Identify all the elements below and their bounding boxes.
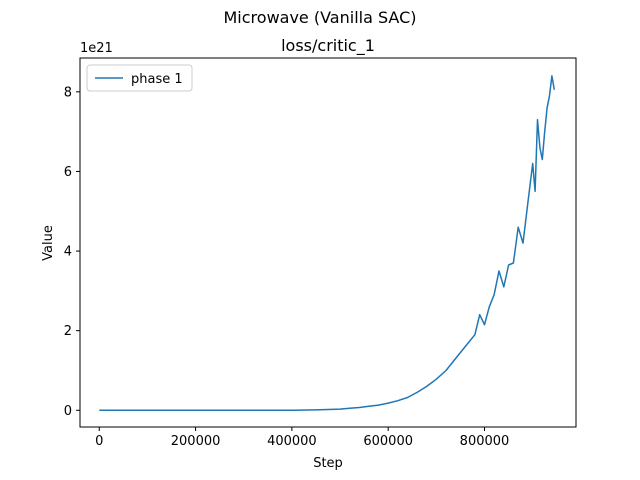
y-tick-label: 2	[64, 324, 72, 339]
legend-box	[86, 64, 193, 92]
x-tick-label: 800000	[460, 434, 510, 449]
x-tick-label: 200000	[171, 434, 221, 449]
x-tick-label: 400000	[267, 434, 317, 449]
x-tick-label: 0	[95, 434, 103, 449]
x-tick-label: 600000	[363, 434, 413, 449]
series-line-0	[99, 75, 556, 412]
y-tick-label: 0	[64, 404, 72, 419]
figure-suptitle: Microwave (Vanilla SAC)	[224, 8, 417, 27]
y-tick-label: 4	[64, 245, 72, 260]
axes-frame	[79, 57, 577, 428]
y-axis-label: Value	[41, 225, 56, 261]
y-tick-label: 8	[64, 85, 72, 100]
y-offset-label: 1e21	[80, 41, 113, 56]
chart-title: loss/critic_1	[281, 36, 375, 56]
plot-area: 0 200000 400000 600000 800000 0 2 4 6 8 phase 1	[64, 57, 577, 449]
legend-label: phase 1	[131, 72, 183, 87]
x-axis-label: Step	[313, 456, 343, 471]
y-tick-label: 6	[64, 165, 72, 180]
